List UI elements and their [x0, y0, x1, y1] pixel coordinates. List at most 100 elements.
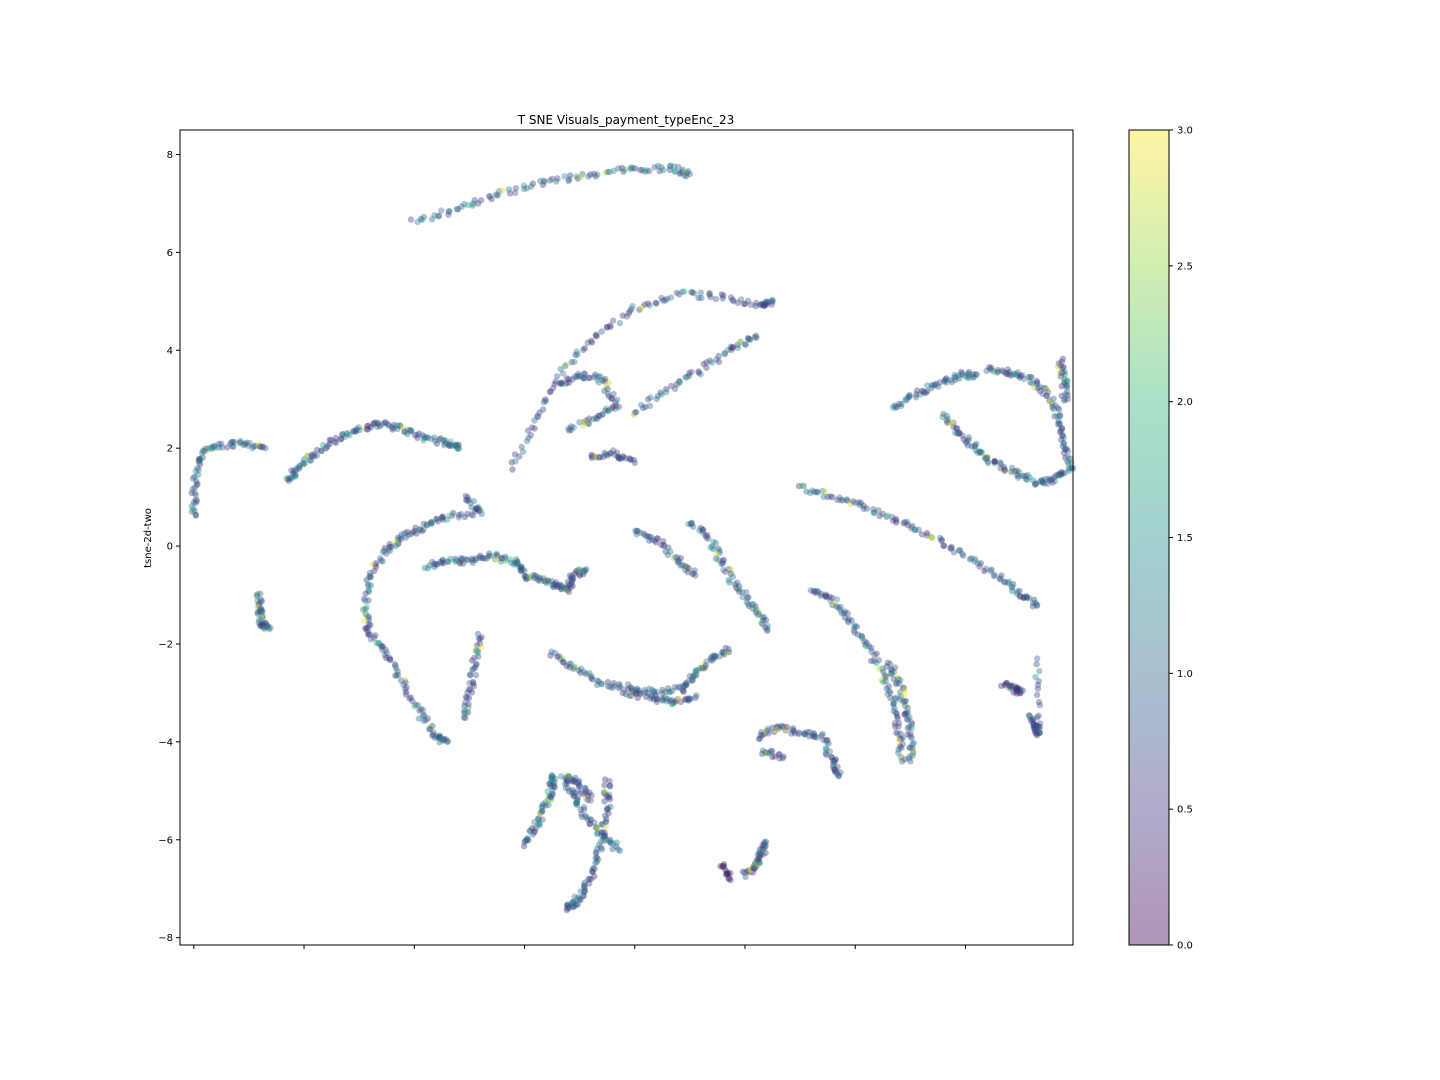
scatter-point: [401, 428, 408, 435]
scatter-point: [791, 728, 798, 735]
scatter-point: [379, 548, 386, 555]
scatter-point: [583, 417, 590, 424]
scatter-point: [964, 442, 971, 449]
scatter-point: [632, 687, 639, 694]
scatter-point: [682, 681, 689, 688]
scatter-point: [562, 362, 569, 370]
scatter-point: [1034, 384, 1042, 392]
scatter-point: [1055, 360, 1063, 367]
scatter-point: [1063, 378, 1071, 385]
scatter-point: [626, 692, 633, 699]
scatter-point: [472, 660, 480, 668]
y-tick-label: 4: [167, 346, 173, 357]
scatter-point: [475, 635, 483, 642]
scatter-point: [707, 656, 714, 663]
scatter-point: [631, 459, 638, 467]
scatter-point: [1062, 445, 1069, 452]
scatter-point: [188, 508, 195, 515]
scatter-point: [1055, 420, 1062, 427]
scatter-point: [1058, 424, 1066, 432]
scatter-point: [789, 726, 796, 734]
scatter-point: [363, 422, 371, 430]
scatter-point: [426, 726, 433, 733]
scatter-point: [956, 547, 964, 554]
scatter-point: [1014, 685, 1021, 692]
scatter-point: [394, 534, 402, 541]
scatter-point: [769, 753, 776, 761]
scatter-point: [970, 371, 977, 378]
scatter-point: [570, 778, 577, 786]
scatter-point: [224, 444, 231, 451]
scatter-point: [637, 690, 644, 698]
scatter-point: [506, 190, 514, 197]
scatter-point: [706, 289, 713, 297]
scatter-point: [689, 676, 696, 683]
scatter-point: [768, 301, 775, 308]
scatter-point: [311, 450, 318, 458]
scatter-point: [1059, 355, 1067, 362]
scatter-point: [579, 422, 587, 429]
scatter-point: [951, 371, 958, 379]
scatter-point: [938, 537, 945, 544]
scatter-point: [712, 555, 720, 562]
scatter-point: [1013, 371, 1020, 378]
scatter-point: [712, 295, 720, 303]
scatter-point: [898, 735, 905, 743]
scatter-point: [620, 168, 627, 175]
scatter-point: [1063, 384, 1071, 391]
scatter-point: [574, 373, 582, 380]
scatter-point: [1020, 595, 1027, 602]
scatter-point: [1058, 426, 1066, 433]
scatter-point: [1008, 683, 1015, 690]
scatter-point: [469, 512, 477, 519]
scatter-point: [440, 442, 448, 449]
scatter-point: [676, 170, 683, 177]
scatter-point: [1039, 479, 1047, 486]
scatter-point: [365, 588, 372, 595]
scatter-point: [762, 842, 769, 849]
scatter-point: [684, 565, 691, 573]
scatter-point: [549, 774, 556, 781]
scatter-point: [1013, 690, 1020, 697]
scatter-point: [589, 676, 596, 683]
scatter-point: [692, 670, 699, 677]
scatter-point: [470, 680, 477, 687]
scatter-point: [192, 512, 200, 519]
scatter-point: [622, 691, 630, 698]
scatter-point: [459, 560, 467, 567]
scatter-point: [602, 451, 609, 458]
scatter-point: [539, 801, 546, 808]
scatter-point: [601, 832, 608, 839]
scatter-point: [836, 494, 843, 501]
scatter-point: [554, 583, 561, 590]
scatter-point: [474, 630, 482, 638]
scatter-point: [547, 652, 554, 659]
scatter-point: [262, 619, 269, 627]
scatter-point: [1006, 682, 1013, 690]
scatter-point: [871, 651, 878, 659]
scatter-point: [1036, 478, 1044, 486]
scatter-point: [615, 403, 623, 411]
scatter-point: [762, 301, 769, 309]
scatter-point: [574, 793, 582, 801]
scatter-point: [292, 473, 299, 480]
scatter-point: [1012, 683, 1020, 690]
scatter-point: [592, 453, 599, 460]
scatter-point: [539, 803, 546, 810]
scatter-point: [1061, 376, 1068, 383]
scatter-point: [753, 606, 760, 614]
scatter-point: [469, 559, 477, 567]
scatter-point: [256, 441, 263, 448]
scatter-point: [844, 497, 851, 504]
scatter-point: [580, 374, 587, 382]
scatter-point: [566, 172, 574, 179]
scatter-point: [948, 378, 956, 386]
scatter-point: [573, 799, 580, 807]
scatter-point: [433, 561, 440, 568]
scatter-point: [851, 623, 858, 631]
scatter-point: [885, 683, 893, 690]
scatter-point: [571, 570, 578, 578]
scatter-point: [365, 426, 372, 433]
scatter-point: [626, 455, 633, 462]
scatter-point: [427, 725, 434, 733]
